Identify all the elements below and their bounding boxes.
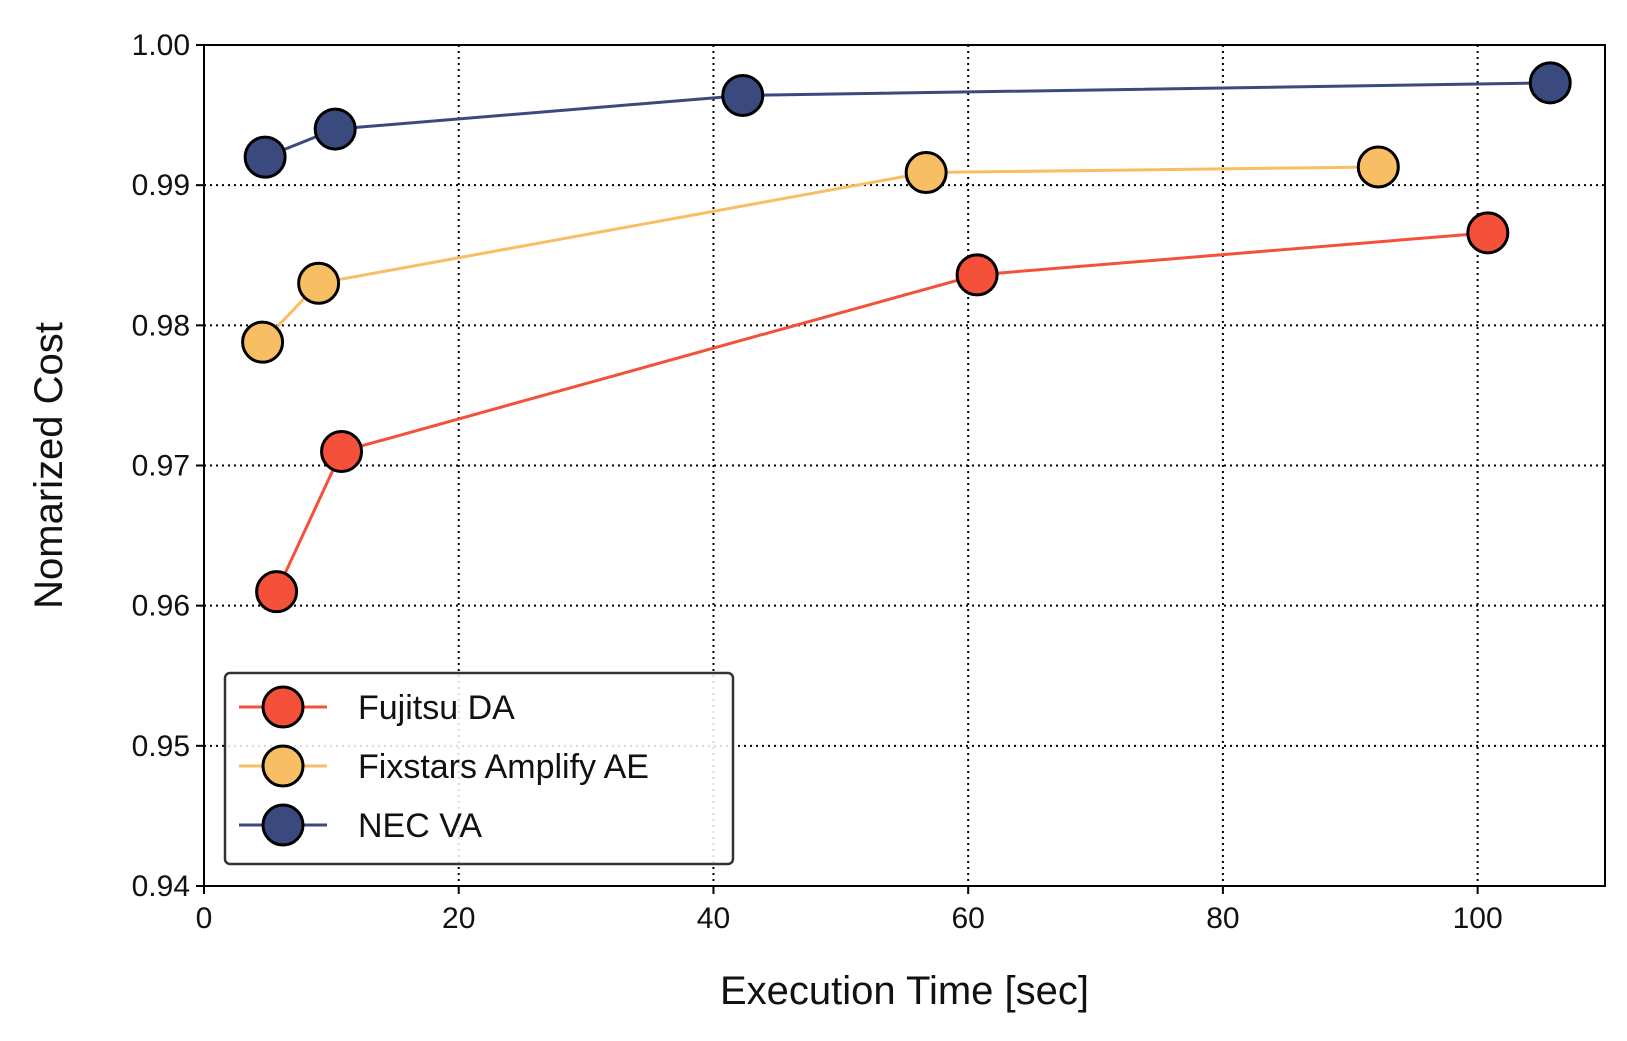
data-point — [297, 261, 341, 305]
series — [255, 211, 1510, 614]
y-tick-label: 0.96 — [132, 590, 190, 623]
y-tick-label: 0.95 — [132, 730, 190, 763]
series-line — [261, 165, 1379, 344]
data-point — [313, 107, 357, 151]
data-point — [241, 320, 285, 364]
legend-label: Fujitsu DA — [358, 689, 515, 727]
y-tick-label: 1.00 — [132, 29, 190, 62]
y-tick-label: 0.99 — [132, 169, 190, 202]
series-layer — [241, 61, 1572, 614]
x-tick-label: 100 — [1453, 902, 1503, 935]
legend-marker — [261, 685, 305, 729]
y-axis-label: Nomarized Cost — [27, 322, 71, 609]
data-point — [243, 135, 287, 179]
y-tick-label: 0.94 — [132, 870, 190, 903]
legend-label: Fixstars Amplify AE — [358, 748, 649, 786]
x-axis-label: Execution Time [sec] — [720, 969, 1089, 1013]
legend-item: NEC VA — [239, 803, 482, 847]
series-line — [264, 81, 1551, 159]
legend-label: NEC VA — [358, 807, 482, 845]
x-tick-label: 60 — [951, 902, 984, 935]
data-point — [1466, 211, 1510, 255]
data-point — [721, 73, 765, 117]
x-tick-label: 0 — [196, 902, 213, 935]
series — [241, 145, 1400, 364]
legend-item: Fujitsu DA — [239, 685, 515, 729]
legend-marker — [261, 744, 305, 788]
ticks: 0 20 40 60 80 100 0.94 0.95 0.96 0.97 0.98 0.99 1.00 — [132, 29, 1503, 935]
data-point — [904, 151, 948, 195]
data-point — [1356, 145, 1400, 189]
y-tick-label: 0.97 — [132, 450, 190, 483]
legend: Fujitsu DA Fixstars Amplify AE NEC VA — [223, 671, 735, 866]
series-line — [275, 231, 1488, 593]
x-tick-label: 20 — [442, 902, 475, 935]
series — [243, 61, 1572, 179]
y-tick-label: 0.98 — [132, 309, 190, 342]
x-tick-label: 40 — [697, 902, 730, 935]
data-point — [955, 253, 999, 297]
data-point — [320, 429, 364, 473]
data-point — [255, 570, 299, 614]
data-point — [1528, 61, 1572, 105]
legend-marker — [261, 803, 305, 847]
x-tick-label: 80 — [1206, 902, 1239, 935]
legend-box — [223, 671, 735, 866]
legend-item: Fixstars Amplify AE — [239, 744, 649, 788]
grid — [204, 45, 1605, 886]
